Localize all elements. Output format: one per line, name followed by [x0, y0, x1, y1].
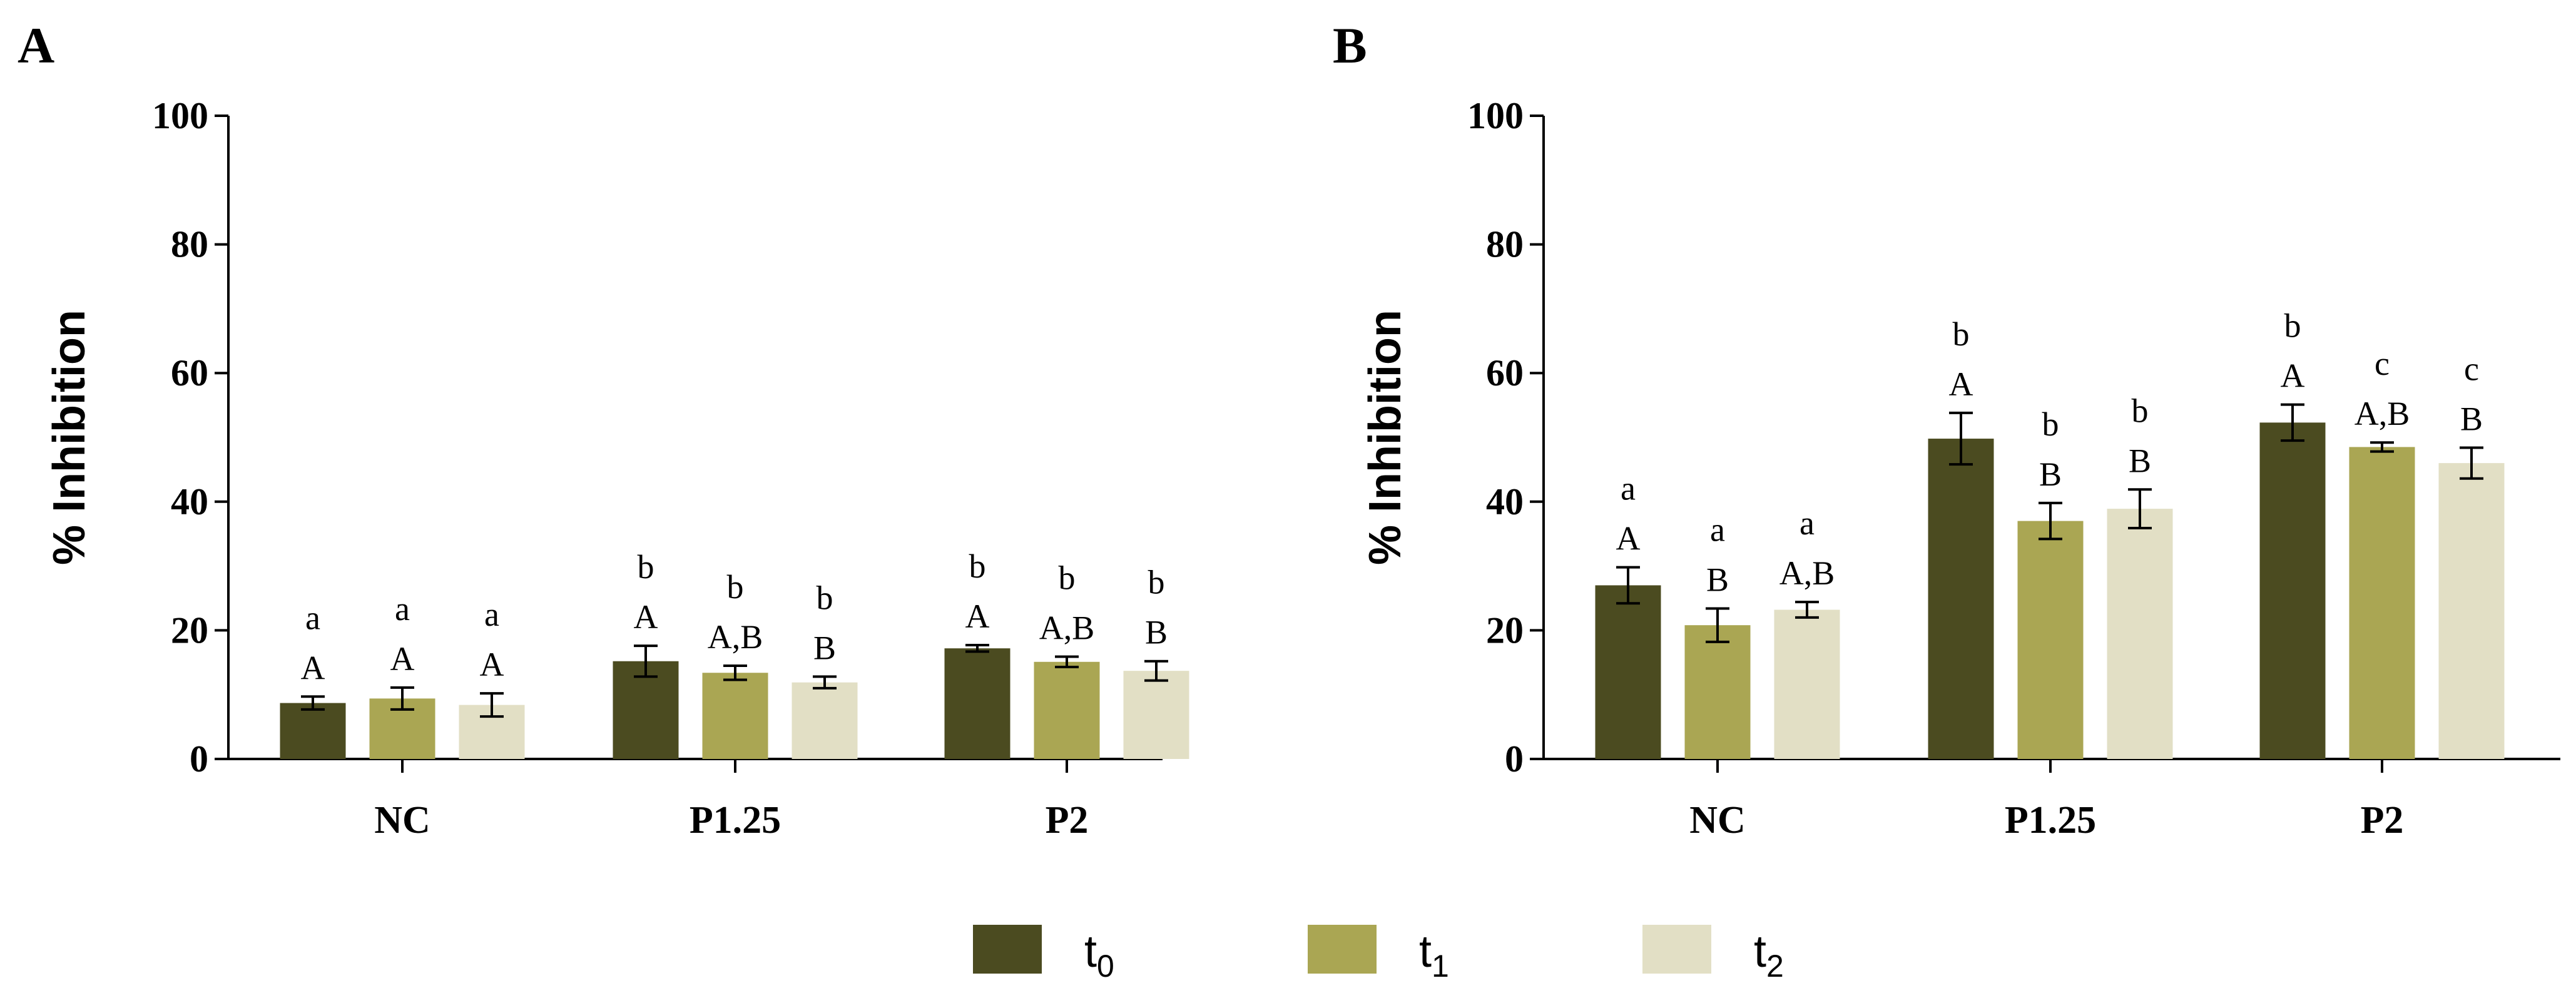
legend-label-subscript: 2 — [1766, 949, 1784, 984]
y-tick-label: 100 — [152, 95, 208, 136]
y-tick-label: 0 — [190, 738, 208, 780]
significance-letter-upper: A — [2281, 357, 2305, 395]
x-tick-label: NC — [1689, 799, 1746, 842]
legend-label-main: t — [1754, 927, 1766, 977]
y-tick-label: 80 — [1486, 224, 1524, 265]
legend-label-subscript: 0 — [1097, 949, 1114, 984]
x-tick-label: P1.25 — [690, 799, 781, 842]
y-tick-label: 20 — [171, 609, 208, 651]
legend-swatch — [973, 925, 1042, 974]
significance-letter-lower: b — [2132, 392, 2149, 429]
legend-label: t1 — [1419, 927, 1449, 984]
panel-a: A% Inhibition020406080100NCAaAaAaP1.25Ab… — [18, 17, 1189, 842]
significance-letter-lower: a — [1710, 511, 1725, 548]
significance-letter-lower: c — [2464, 350, 2479, 387]
x-tick-label: P1.25 — [2005, 799, 2096, 842]
y-tick-label: 20 — [1486, 609, 1524, 651]
significance-letter-lower: a — [484, 596, 499, 633]
legend-label-main: t — [1419, 927, 1432, 977]
significance-letter-lower: b — [727, 568, 744, 606]
significance-letter-lower: b — [638, 548, 654, 586]
significance-letter-upper: A,B — [708, 618, 763, 656]
bar — [2107, 509, 2173, 759]
significance-letter-lower: b — [2284, 307, 2301, 345]
significance-letter-lower: b — [969, 547, 986, 585]
x-tick-label: P2 — [1046, 799, 1089, 842]
significance-letter-lower: a — [395, 590, 410, 628]
legend-swatch — [1642, 925, 1711, 974]
y-tick-label: 40 — [1486, 481, 1524, 522]
significance-letter-upper: A — [1949, 365, 1973, 403]
bar — [2017, 521, 2084, 759]
bar — [1595, 585, 1661, 759]
bar — [792, 682, 858, 759]
significance-letter-upper: B — [2460, 400, 2483, 437]
bar — [944, 648, 1011, 759]
significance-letter-lower: b — [1148, 564, 1165, 601]
panel-letter: B — [1333, 17, 1367, 74]
significance-letter-upper: A,B — [1039, 609, 1095, 647]
y-tick-label: 40 — [171, 481, 208, 522]
significance-letter-upper: B — [2129, 442, 2151, 479]
x-tick-label: NC — [374, 799, 430, 842]
significance-letter-lower: b — [1059, 559, 1076, 597]
significance-letter-upper: A — [480, 646, 504, 683]
bar — [1774, 609, 1840, 759]
y-tick-label: 60 — [1486, 352, 1524, 394]
significance-letter-upper: A,B — [2355, 395, 2410, 432]
legend-label: t2 — [1754, 927, 1784, 984]
significance-letter-lower: b — [2042, 405, 2059, 443]
bar — [2349, 447, 2415, 759]
legend-swatch — [1308, 925, 1377, 974]
panel-b: B% Inhibition020406080100NCAaBaA,BaP1.25… — [1333, 17, 2560, 842]
bar — [1123, 671, 1189, 759]
y-axis-label: % Inhibition — [44, 310, 94, 565]
y-tick-label: 80 — [171, 224, 208, 265]
bar — [2259, 422, 2326, 759]
significance-letter-upper: A — [965, 598, 990, 635]
bar — [2438, 463, 2505, 759]
bar — [1034, 661, 1100, 759]
legend: t0 t1 t2 — [973, 925, 1784, 984]
panel-letter: A — [18, 17, 54, 74]
y-tick-label: 100 — [1467, 95, 1524, 136]
significance-letter-lower: b — [817, 579, 833, 616]
significance-letter-lower: a — [1800, 504, 1815, 542]
bar — [702, 673, 768, 759]
significance-letter-upper: B — [1706, 561, 1729, 598]
significance-letter-upper: A — [301, 649, 325, 686]
significance-letter-upper: A — [634, 598, 658, 636]
bar — [1928, 439, 1994, 759]
significance-letter-upper: A — [1616, 520, 1641, 558]
significance-letter-upper: A — [390, 640, 415, 678]
significance-letter-upper: B — [1145, 614, 1168, 651]
bar — [1684, 625, 1751, 759]
legend-label-main: t — [1084, 927, 1097, 977]
y-tick-label: 60 — [171, 352, 208, 394]
legend-label: t0 — [1084, 927, 1114, 984]
y-axis-label: % Inhibition — [1360, 310, 1410, 565]
significance-letter-lower: a — [1621, 470, 1636, 507]
significance-letter-lower: c — [2375, 345, 2390, 382]
bar — [280, 703, 346, 759]
significance-letter-upper: B — [813, 629, 836, 666]
significance-letter-lower: a — [305, 599, 320, 636]
y-tick-label: 0 — [1505, 738, 1524, 780]
significance-letter-upper: B — [2039, 456, 2062, 493]
significance-letter-upper: A,B — [1779, 554, 1835, 592]
x-tick-label: P2 — [2361, 799, 2404, 842]
legend-label-subscript: 1 — [1432, 949, 1449, 984]
significance-letter-lower: b — [1953, 315, 1970, 353]
